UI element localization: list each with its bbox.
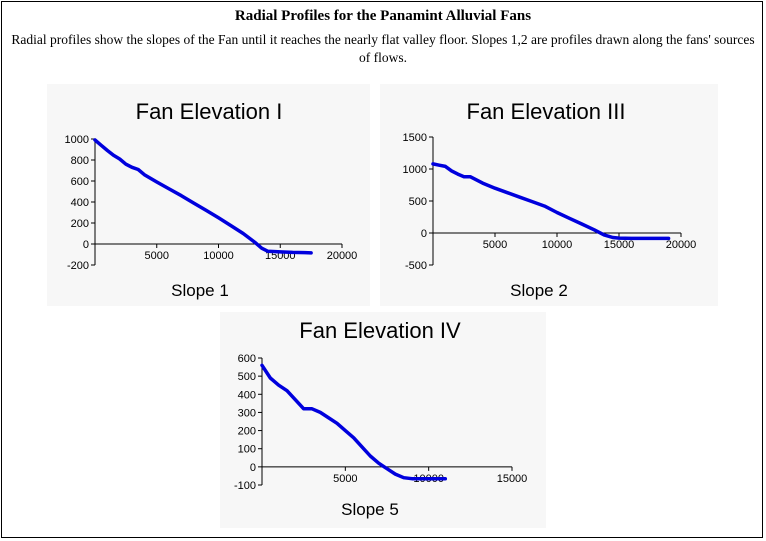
series-line-0 (260, 363, 448, 481)
x-tick-label: 15000 (604, 239, 635, 251)
x-tick-label: 20000 (666, 239, 697, 251)
x-tick-label: 5000 (145, 250, 169, 262)
x-tick-label: 10000 (542, 239, 573, 251)
x-tick-label: 15000 (497, 473, 528, 485)
x-tick-label: 20000 (327, 250, 358, 262)
chart-panel-1: Fan Elevation I -200 0 200 400 600 800 1000 5000… (47, 84, 370, 306)
y-tick-label: 200 (71, 218, 89, 230)
chart-title: Fan Elevation I (136, 99, 283, 124)
y-tick-label: 0 (250, 462, 256, 474)
y-tick-label: 400 (71, 197, 89, 209)
y-tick-label: -500 (405, 260, 427, 272)
y-tick-label: 600 (71, 176, 89, 188)
chart-title: Fan Elevation IV (299, 318, 461, 343)
x-axis-label: Slope 5 (341, 500, 399, 519)
series-line-0 (431, 162, 671, 241)
page-title: Radial Profiles for the Panamint Alluvia… (234, 8, 532, 24)
y-tick-label: 800 (71, 155, 89, 167)
y-tick-label: 300 (238, 407, 256, 419)
chart-fan-elevation-1: Fan Elevation I -200 0 200 400 600 800 1000 5000… (65, 99, 358, 300)
chart-title: Fan Elevation III (467, 99, 626, 124)
y-tick-label: 200 (238, 426, 256, 438)
x-tick-label: 5000 (333, 473, 357, 485)
y-tick-label: 1500 (403, 132, 427, 144)
x-tick-label: 10000 (203, 250, 234, 262)
y-tick-label: 1000 (65, 134, 89, 146)
x-tick-label: 5000 (483, 239, 507, 251)
page-description: Radial profiles show the slopes of the F… (11, 32, 755, 65)
y-tick-label: 0 (83, 239, 89, 251)
y-tick-label: 400 (238, 389, 256, 401)
y-tick-label: 500 (238, 371, 256, 383)
y-tick-label: 500 (409, 196, 427, 208)
y-tick-label: 0 (421, 228, 427, 240)
y-tick-label: 1000 (403, 164, 427, 176)
x-axis-label: Slope 1 (171, 281, 229, 300)
y-tick-label: -200 (67, 260, 89, 272)
chart-fan-elevation-3: Fan Elevation III -500 0 500 1000 1500 5000 100… (403, 99, 697, 300)
y-tick-label: 600 (238, 353, 256, 365)
chart-panel-3: Fan Elevation IV -100 0 100 200 300 400 500 600 5… (220, 312, 546, 528)
chart-fan-elevation-4: Fan Elevation IV -100 0 100 200 300 400 500 600 5… (234, 318, 528, 519)
series-line-0 (93, 138, 313, 255)
y-tick-label: 100 (238, 444, 256, 456)
y-tick-label: -100 (234, 480, 256, 492)
x-axis-label: Slope 2 (510, 281, 568, 300)
chart-panel-2: Fan Elevation III -500 0 500 1000 1500 5000 100… (380, 84, 718, 306)
